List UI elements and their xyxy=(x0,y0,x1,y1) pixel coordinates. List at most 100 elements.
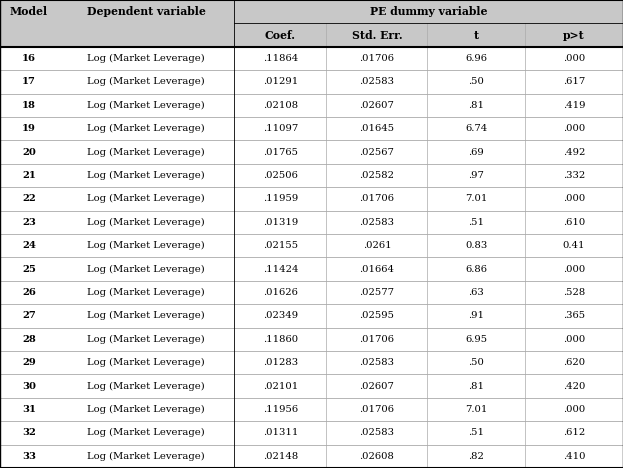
Bar xyxy=(0,94,58,117)
Text: Log (Market Leverage): Log (Market Leverage) xyxy=(87,77,205,87)
Bar xyxy=(326,140,427,164)
Bar xyxy=(58,421,234,445)
Text: Log (Market Leverage): Log (Market Leverage) xyxy=(87,54,205,63)
Text: 28: 28 xyxy=(22,335,36,344)
Text: .82: .82 xyxy=(468,452,484,461)
Text: .02577: .02577 xyxy=(359,288,394,297)
Bar xyxy=(0,421,58,445)
Text: .02148: .02148 xyxy=(263,452,298,461)
Text: .02582: .02582 xyxy=(359,171,394,180)
Bar xyxy=(234,140,326,164)
Text: .000: .000 xyxy=(563,54,585,63)
Bar xyxy=(58,117,234,140)
Bar xyxy=(427,211,525,234)
Text: .11959: .11959 xyxy=(263,194,298,204)
Bar xyxy=(234,281,326,304)
Text: 20: 20 xyxy=(22,147,36,157)
Bar xyxy=(234,23,326,47)
Text: .81: .81 xyxy=(468,101,484,110)
Bar xyxy=(326,117,427,140)
Text: Log (Market Leverage): Log (Market Leverage) xyxy=(87,171,205,180)
Bar xyxy=(525,164,623,187)
Bar xyxy=(525,421,623,445)
Text: .01283: .01283 xyxy=(263,358,298,367)
Bar xyxy=(234,187,326,211)
Text: .02595: .02595 xyxy=(359,311,394,321)
Text: .419: .419 xyxy=(563,101,586,110)
Bar xyxy=(427,351,525,374)
Text: .01664: .01664 xyxy=(359,264,394,274)
Text: .528: .528 xyxy=(563,288,585,297)
Text: Log (Market Leverage): Log (Market Leverage) xyxy=(87,452,205,461)
Text: .01706: .01706 xyxy=(359,54,394,63)
Bar xyxy=(326,421,427,445)
Bar xyxy=(525,304,623,328)
Bar xyxy=(326,234,427,257)
Text: PE dummy variable: PE dummy variable xyxy=(370,6,487,17)
Bar xyxy=(58,94,234,117)
Bar xyxy=(427,257,525,281)
Text: 6.96: 6.96 xyxy=(465,54,487,63)
Text: .01765: .01765 xyxy=(263,147,298,157)
Bar xyxy=(0,445,58,468)
Bar xyxy=(234,257,326,281)
Bar xyxy=(427,47,525,70)
Bar xyxy=(525,117,623,140)
Bar xyxy=(58,234,234,257)
Text: .02101: .02101 xyxy=(263,381,298,391)
Bar xyxy=(58,257,234,281)
Text: .50: .50 xyxy=(468,358,484,367)
Text: Coef.: Coef. xyxy=(265,29,296,41)
Bar xyxy=(525,234,623,257)
Bar xyxy=(0,211,58,234)
Text: .02108: .02108 xyxy=(263,101,298,110)
Text: .11956: .11956 xyxy=(263,405,298,414)
Text: t: t xyxy=(473,29,479,41)
Text: 31: 31 xyxy=(22,405,36,414)
Text: 17: 17 xyxy=(22,77,36,87)
Text: .000: .000 xyxy=(563,124,585,133)
Bar xyxy=(234,47,326,70)
Bar xyxy=(525,94,623,117)
Bar xyxy=(326,304,427,328)
Bar xyxy=(525,23,623,47)
Bar xyxy=(326,257,427,281)
Bar xyxy=(427,23,525,47)
Text: .620: .620 xyxy=(563,358,585,367)
Text: 16: 16 xyxy=(22,54,36,63)
Bar xyxy=(427,421,525,445)
Bar xyxy=(0,328,58,351)
Text: 6.95: 6.95 xyxy=(465,335,487,344)
Bar xyxy=(58,281,234,304)
Text: .11864: .11864 xyxy=(263,54,298,63)
Bar xyxy=(58,47,234,70)
Bar xyxy=(525,140,623,164)
Text: .02583: .02583 xyxy=(359,218,394,227)
Text: .50: .50 xyxy=(468,77,484,87)
Bar xyxy=(0,140,58,164)
Bar xyxy=(58,70,234,94)
Text: .492: .492 xyxy=(563,147,585,157)
Bar xyxy=(427,117,525,140)
Bar xyxy=(0,281,58,304)
Bar xyxy=(0,0,58,23)
Bar xyxy=(0,234,58,257)
Bar xyxy=(525,445,623,468)
Bar xyxy=(0,187,58,211)
Bar xyxy=(427,398,525,421)
Text: Model: Model xyxy=(10,6,48,17)
Bar xyxy=(58,187,234,211)
Bar xyxy=(58,445,234,468)
Bar xyxy=(525,70,623,94)
Text: .91: .91 xyxy=(468,311,484,321)
Text: .02607: .02607 xyxy=(359,101,394,110)
Bar xyxy=(326,23,427,47)
Text: Log (Market Leverage): Log (Market Leverage) xyxy=(87,194,205,204)
Bar xyxy=(234,117,326,140)
Bar xyxy=(0,117,58,140)
Text: 18: 18 xyxy=(22,101,36,110)
Text: .97: .97 xyxy=(468,171,484,180)
Bar xyxy=(0,23,58,47)
Bar xyxy=(427,304,525,328)
Bar xyxy=(326,445,427,468)
